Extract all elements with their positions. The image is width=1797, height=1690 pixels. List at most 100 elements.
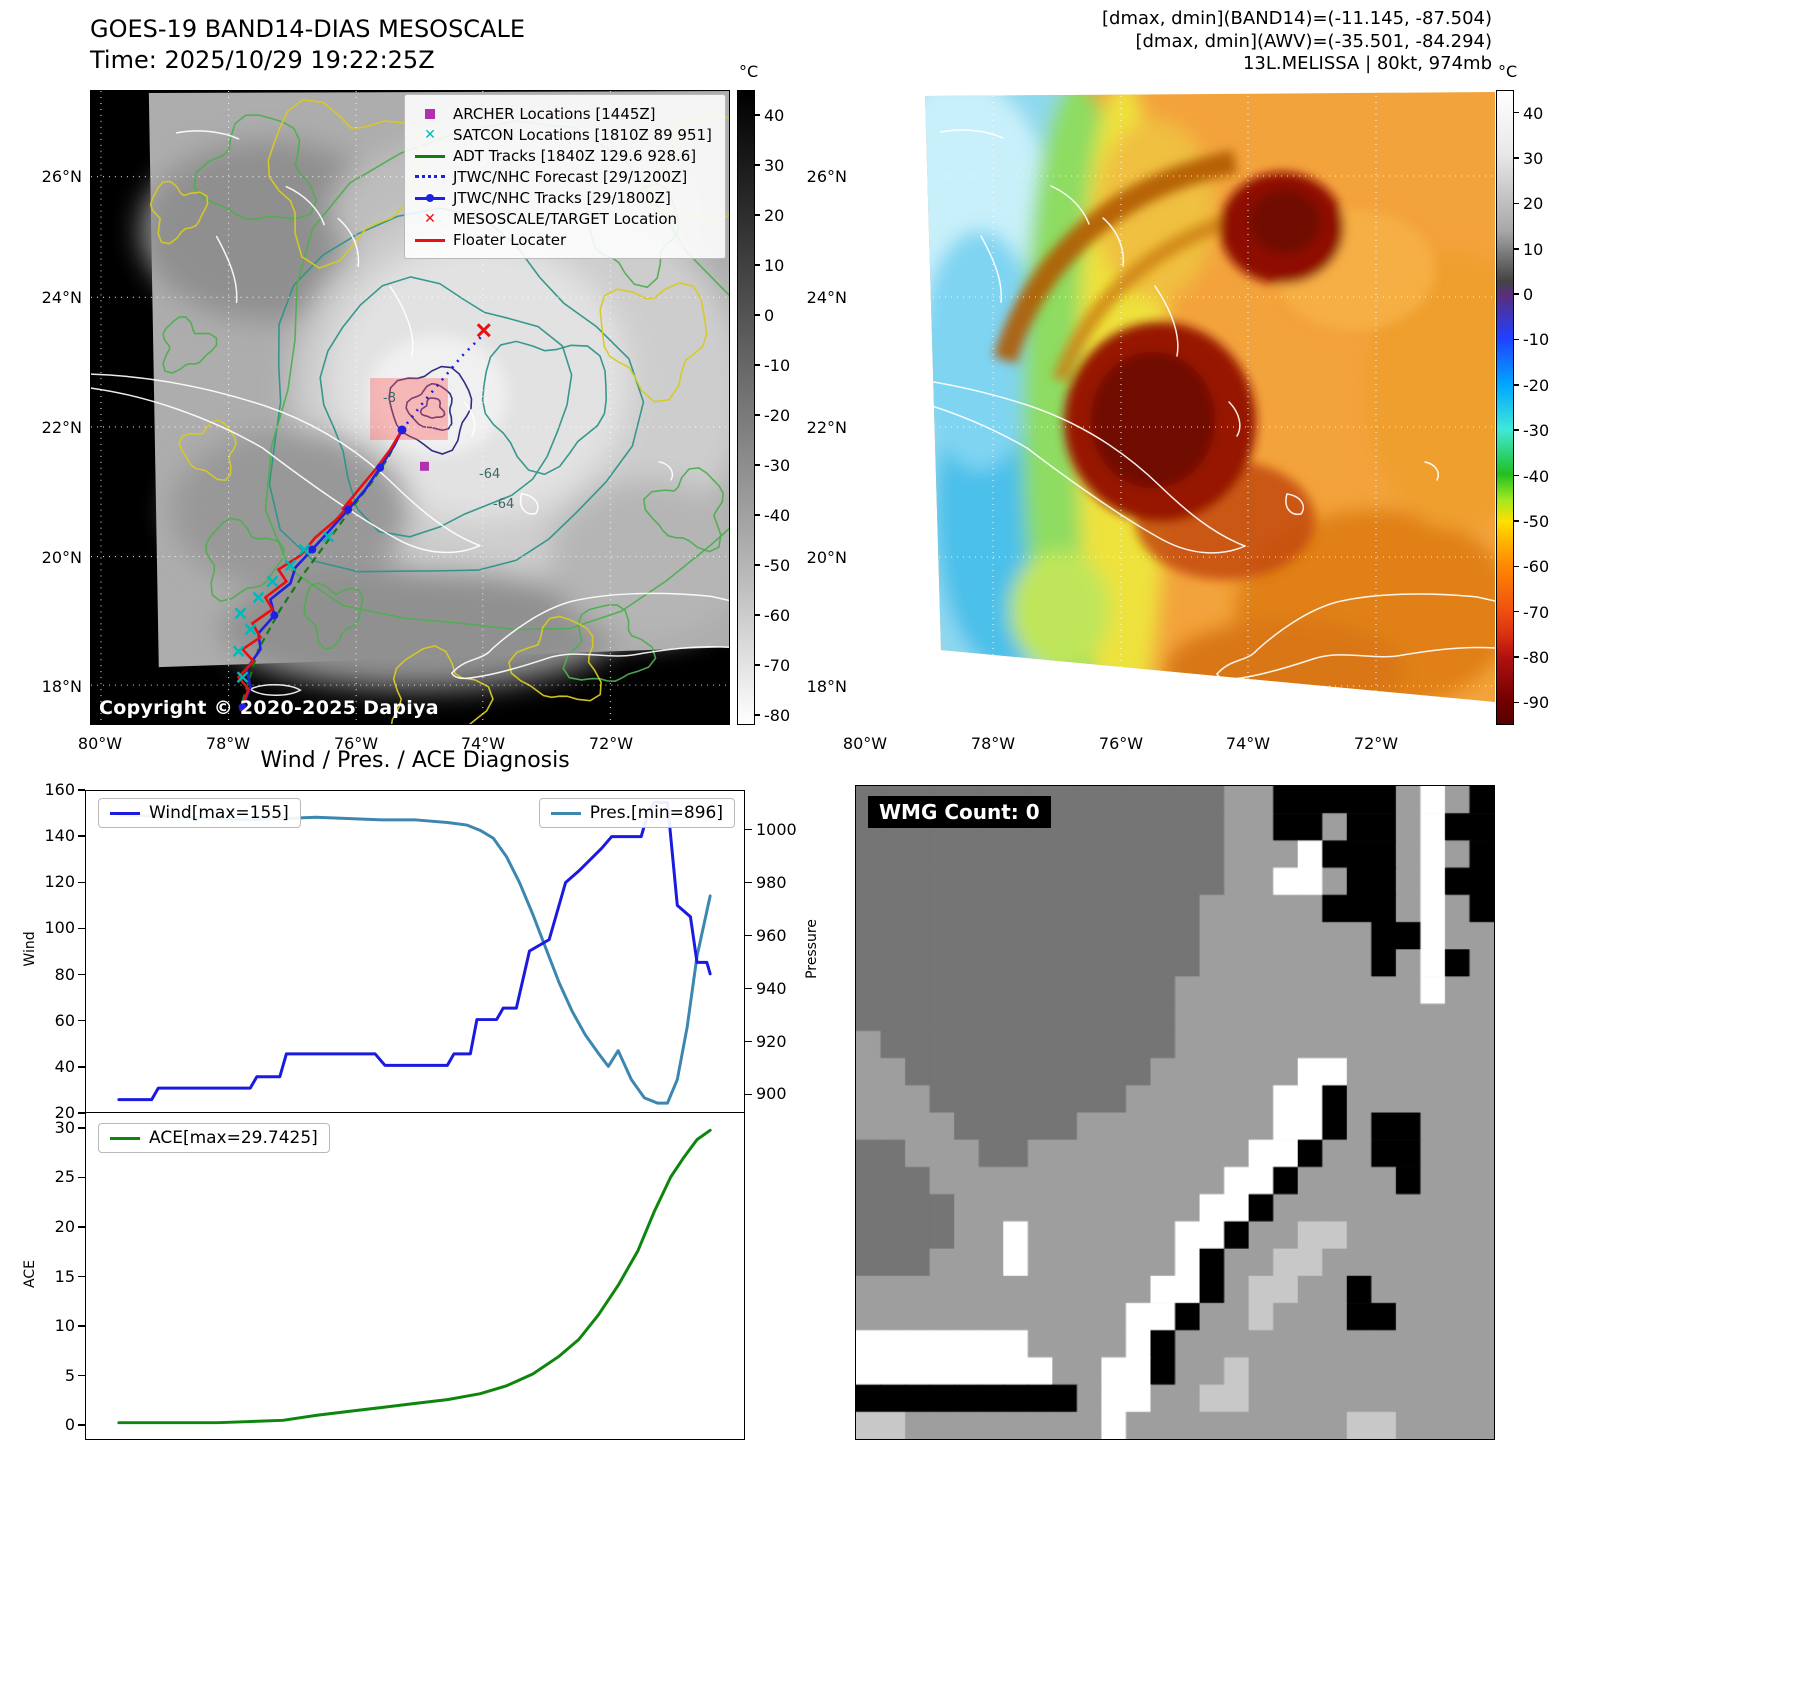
awv-satellite-svg [855, 90, 1495, 725]
mesoscale-target-x [476, 323, 491, 338]
awv-header-block: [dmax, dmin](BAND14)=(-11.145, -87.504) … [1102, 8, 1492, 76]
band14-colorbar-tick-label: 10 [764, 256, 785, 275]
wind-axis-tick-label: 160 [44, 780, 75, 799]
awv-colorbar-tickmark [1514, 565, 1519, 567]
pressure-axis-tickmark [745, 1040, 752, 1043]
line-marker-icon [415, 148, 445, 164]
awv-colorbar [1496, 90, 1514, 725]
awv-lat-tick-label: 22°N [806, 418, 847, 437]
legend-item: JTWC/NHC Tracks [29/1800Z] [415, 187, 715, 208]
awv-lat-tick-label: 18°N [806, 677, 847, 696]
band14-lat-tick-label: 24°N [41, 288, 82, 307]
awv-colorbar-tick-label: -70 [1523, 602, 1550, 622]
pressure-axis-tickmark [745, 881, 752, 884]
awv-colorbar-tick-label: 10 [1523, 239, 1544, 259]
awv-lon-tick-label: 72°W [1353, 734, 1399, 753]
wind-axis-tick-label: 140 [44, 826, 75, 846]
map-legend: ARCHER Locations [1445Z] ✕ SATCON Location… [404, 94, 726, 259]
wind-axis-tick-label: 40 [54, 1056, 75, 1076]
pressure-axis-tickmark [745, 1093, 752, 1096]
pressure-axis-tickmark [745, 934, 752, 937]
band14-colorbar-tickmark [755, 414, 760, 416]
band14-colorbar-tick-label: -70 [764, 656, 791, 675]
x-marker-icon: ✕ [424, 126, 436, 143]
pressure-axis-tick-label: 980 [756, 872, 787, 892]
pressure-axis-label: Pressure [804, 919, 820, 979]
band14-colorbar [737, 90, 755, 725]
band14-colorbar-tick-label: -50 [764, 556, 791, 575]
band14-lon-tick-label: 80°W [77, 734, 123, 753]
awv-colorbar-tickmark [1514, 474, 1519, 477]
band14-lon-tick-label: 76°W [333, 734, 379, 753]
ace-plot-area [117, 1128, 712, 1425]
awv-map [855, 90, 1495, 725]
band14-colorbar-tickmark [755, 664, 760, 666]
awv-colorbar-tickmark [1514, 656, 1519, 658]
ace-axis-tick-label: 10 [54, 1316, 75, 1336]
marker-line [415, 154, 445, 158]
dotted-marker-icon [415, 169, 445, 185]
pressure-axis-tick-label: 920 [756, 1031, 787, 1051]
ace-legend: ACE[max=29.7425] [98, 1123, 330, 1153]
dmax-dmin-awv: [dmax, dmin](AWV)=(-35.501, -84.294) [1135, 30, 1492, 52]
band14-colorbar-tick-label: -40 [764, 506, 791, 525]
ace-axis-tickmark [78, 1226, 85, 1228]
band14-lon-tick-label: 74°W [460, 734, 506, 753]
wind-axis-tickmark [78, 1019, 85, 1022]
wind-legend-label: Wind[max=155] [149, 803, 289, 823]
jtwc-track-line [241, 429, 404, 708]
awv-colorbar-tick-label: -30 [1523, 421, 1550, 441]
band14-colorbar-tickmark [755, 264, 760, 266]
awv-colorbar-tick-label: -50 [1523, 511, 1550, 531]
wind-axis-tickmark [78, 973, 85, 976]
ace-axis-tick-label: 20 [54, 1216, 75, 1236]
wind-line-sample [110, 811, 140, 815]
band14-colorbar-tick-label: 20 [764, 206, 785, 225]
awv-colorbar-tickmark [1514, 520, 1519, 522]
legend-item-label: SATCON Locations [1810Z 89 951] [453, 125, 712, 144]
wind-legend: Wind[max=155] [98, 798, 301, 828]
awv-colorbar-tickmark [1514, 701, 1519, 704]
wind-axis-tickmark [78, 881, 85, 884]
awv-colorbar-unit: °C [1498, 62, 1518, 81]
band14-lat-tick-label: 20°N [41, 548, 82, 567]
band14-lon-tick-label: 78°W [205, 734, 251, 753]
awv-colorbar-tickmark [1514, 157, 1519, 159]
band14-colorbar-tick-label: -10 [764, 356, 791, 375]
legend-item: ✕ MESOSCALE/TARGET Location [415, 208, 715, 229]
storm-tracks [232, 323, 491, 712]
legend-item-label: ADT Tracks [1840Z 129.6 928.6] [453, 146, 697, 165]
ace-axis-tickmark [78, 1424, 85, 1426]
band14-lon-tick-label: 72°W [588, 734, 634, 753]
coastlines [855, 129, 1495, 697]
marker-square [425, 108, 435, 119]
legend-item: ✕ SATCON Locations [1810Z 89 951] [415, 124, 715, 145]
pressure-axis-tickmark [745, 828, 752, 831]
legend-item: Floater Locater [415, 229, 715, 250]
pressure-axis-tick-label: 960 [756, 925, 787, 945]
wmg-bitmap [856, 786, 1494, 1439]
legend-item: ARCHER Locations [1445Z] [415, 103, 715, 124]
awv-lon-tick-label: 80°W [842, 734, 888, 753]
legend-item-label: Floater Locater [453, 230, 567, 249]
band14-colorbar-tick-label: -30 [764, 456, 791, 475]
pressure-axis-tick-label: 940 [756, 978, 787, 998]
awv-colorbar-tickmark [1514, 610, 1519, 613]
ace-chart: ACE[max=29.7425] [85, 1113, 745, 1440]
awv-lon-tick-label: 78°W [970, 734, 1016, 753]
legend-item-label: MESOSCALE/TARGET Location [453, 209, 678, 228]
marker-dotted-line [415, 174, 445, 178]
square-marker-icon [415, 106, 445, 122]
awv-colorbar-tick-label: 0 [1523, 285, 1534, 305]
pressure-legend: Pres.[min=896] [538, 798, 735, 828]
satcon-markers [232, 530, 335, 683]
wind-axis-tickmark [78, 1112, 85, 1114]
ace-legend-label: ACE[max=29.7425] [149, 1128, 318, 1148]
wind-pressure-chart: Wind[max=155] Pres.[min=896] [85, 790, 745, 1113]
band14-colorbar-tick-label: -80 [764, 706, 791, 725]
ace-axis-tick-label: 5 [64, 1365, 75, 1385]
wind-axis-tick-label: 120 [44, 872, 75, 892]
wmg-count-badge: WMG Count: 0 [868, 796, 1051, 828]
ace-axis-tick-label: 0 [64, 1415, 75, 1435]
